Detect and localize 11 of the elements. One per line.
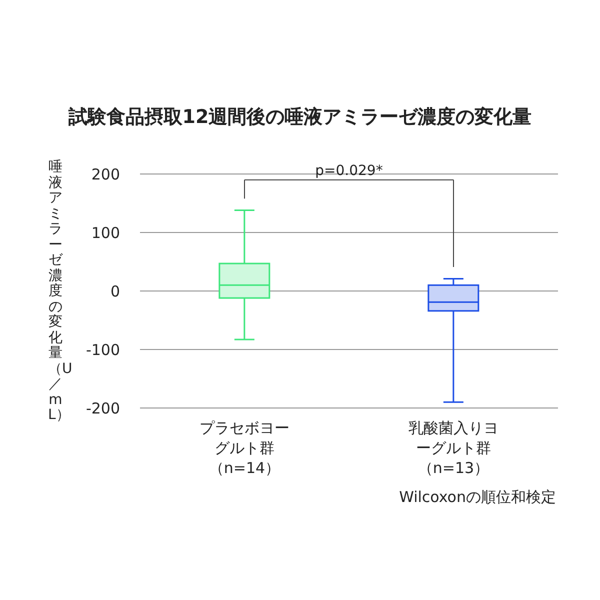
y-tick-label: 100 xyxy=(91,224,120,242)
text: Wilcoxonの順位和検定 xyxy=(399,488,556,507)
y-tick-label: 200 xyxy=(91,165,120,184)
x-tick-label: 乳酸菌入りヨーグルト群（n=13） xyxy=(408,418,500,478)
y-tick-label: 0 xyxy=(110,282,120,300)
annotation: p=0.029* xyxy=(315,162,383,179)
y-tick-label: -200 xyxy=(86,399,120,418)
x-tick-label: プラセボヨーグルト群（n=14） xyxy=(198,418,290,478)
chart-title: 試験食品摂取12週間後の唾液アミラーゼ濃度の変化量 xyxy=(67,105,533,130)
y-tick-label: -100 xyxy=(86,340,120,359)
text: 唾液アミラーゼ濃度の変化量（U／mL） xyxy=(48,159,72,423)
